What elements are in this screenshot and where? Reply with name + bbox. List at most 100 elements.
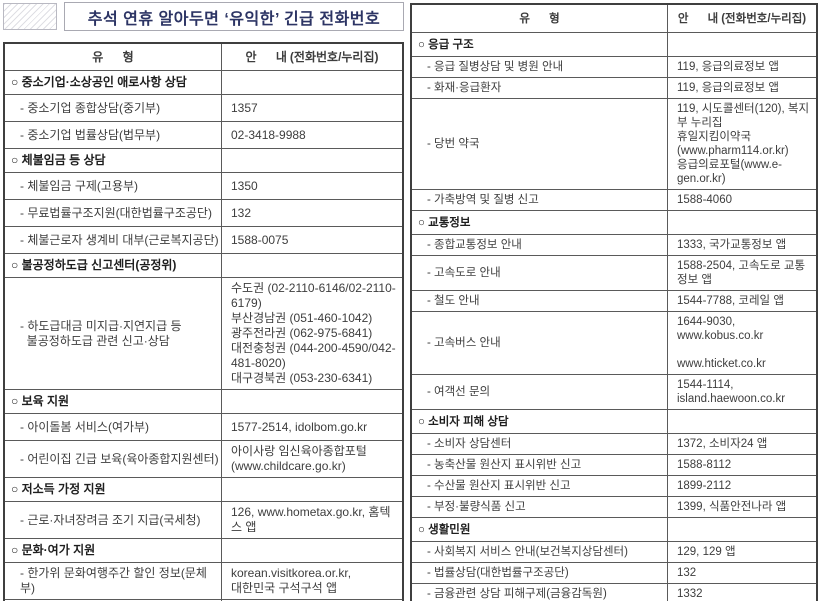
info-value: 02-3418-9988 <box>221 122 402 148</box>
item-label: - 중소기업 종합상담(중기부) <box>20 100 161 115</box>
type-header-label: 유 형 <box>519 12 560 25</box>
section-label: ○ 문화·여가 지원 <box>11 543 96 557</box>
info-value <box>221 71 402 94</box>
item-label: - 수산물 원산지 표시위반 신고 <box>427 480 571 492</box>
item-label: - 하도급대금 미지급·지연지급 등 불공정하도급 관련 신고·상담 <box>20 318 182 348</box>
table-row: ○ 보육 지원 <box>5 389 402 413</box>
item-label: - 사회복지 서비스 안내(보건복지상담센터) <box>427 546 628 558</box>
table-row: - 중소기업 종합상담(중기부) 1357 <box>5 94 402 121</box>
table-row: - 근로·자녀장려금 조기 지급(국세청) 126, www.hometax.go… <box>5 501 402 538</box>
table-row: - 사회복지 서비스 안내(보건복지상담센터) 129, 129 앱 <box>412 541 816 562</box>
item-label: - 체불임금 구제(고용부) <box>20 178 139 193</box>
right-table-header: 유 형 안 내 (전화번호/누리집) <box>412 5 816 32</box>
table-row: ○ 생활민원 <box>412 517 816 541</box>
section-label: ○ 교통정보 <box>418 216 471 229</box>
type-header-label: 유 형 <box>92 49 134 64</box>
info-header-label: 안 내 <box>677 12 719 25</box>
info-value: 수도권 (02-2110-6146/02-2110-6179) 부산경남권 (0… <box>221 278 402 389</box>
table-row: - 응급 질병상담 및 병원 안내 119, 응급의료정보 앱 <box>412 56 816 77</box>
table-row: ○ 체불임금 등 상담 <box>5 148 402 172</box>
item-label: - 농축산물 원산지 표시위반 신고 <box>427 459 582 471</box>
info-column-header: 안 내 (전화번호/누리집) <box>221 44 402 70</box>
info-header-label: 안 내 <box>245 49 287 64</box>
item-label: - 당번 약국 <box>427 138 480 150</box>
info-value: 132 <box>667 563 816 583</box>
item-label: - 무료법률구조지원(대한법률구조공단) <box>20 205 212 220</box>
item-label: - 금융관련 상담 피해구제(금융감독원) <box>427 588 607 600</box>
table-row: - 중소기업 법률상담(법무부) 02-3418-9988 <box>5 121 402 148</box>
info-value: 1644-9030, www.kobus.co.kr www.hticket.c… <box>667 312 816 374</box>
type-column-header: 유 형 <box>5 48 221 67</box>
info-value: korean.visitkorea.or.kr, 대한민국 구석구석 앱 <box>221 563 402 599</box>
info-value <box>667 518 816 541</box>
info-value: 119, 응급의료정보 앱 <box>667 57 816 77</box>
table-row: ○ 소비자 피해 상담 <box>412 409 816 433</box>
section-label: ○ 중소기업·소상공인 애로사항 상담 <box>11 75 187 89</box>
info-value <box>221 254 402 277</box>
item-label: - 부정·불량식품 신고 <box>427 501 526 513</box>
info-value: 1372, 소비자24 앱 <box>667 434 816 454</box>
item-label: - 법률상담(대한법률구조공단) <box>427 567 569 579</box>
info-value: 119, 시도콜센터(120), 복지부 누리집 휴일지킴이약국(www.pha… <box>667 99 816 189</box>
item-label: - 중소기업 법률상담(법무부) <box>20 127 161 142</box>
item-label: - 소비자 상담센터 <box>427 438 512 450</box>
info-header-sub-label: (전화번호/누리집) <box>289 49 379 64</box>
section-label: ○ 불공정하도급 신고센터(공정위) <box>11 258 177 272</box>
item-label: - 한가위 문화여행주간 할인 정보(문체부) <box>20 566 207 595</box>
section-label: ○ 체불임금 등 상담 <box>11 153 106 167</box>
info-value: 1357 <box>221 95 402 121</box>
info-value <box>221 149 402 172</box>
item-label: - 아이돌봄 서비스(여가부) <box>20 419 150 434</box>
item-label: - 고속버스 안내 <box>427 337 501 349</box>
info-value: 1544-1114, island.haewoon.co.kr <box>667 375 816 409</box>
info-value: 1588-8112 <box>667 455 816 475</box>
table-row: - 철도 안내 1544-7788, 코레일 앱 <box>412 290 816 311</box>
right-table: 유 형 안 내 (전화번호/누리집) ○ 응급 구조 - 응급 질병상담 및 병원… <box>410 3 818 601</box>
table-row: - 하도급대금 미지급·지연지급 등 불공정하도급 관련 신고·상담 수도권 (0… <box>5 277 402 389</box>
item-label: - 화재·응급환자 <box>427 82 502 94</box>
table-row: - 종합교통정보 안내 1333, 국가교통정보 앱 <box>412 234 816 255</box>
info-value: 119, 응급의료정보 앱 <box>667 78 816 98</box>
info-header-sub-label: (전화번호/누리집) <box>721 12 807 25</box>
table-row: - 고속버스 안내 1644-9030, www.kobus.co.kr www.… <box>412 311 816 374</box>
table-row: - 소비자 상담센터 1372, 소비자24 앱 <box>412 433 816 454</box>
info-value <box>667 410 816 433</box>
info-value: 1350 <box>221 173 402 199</box>
table-row: - 고속도로 안내 1588-2504, 고속도로 교통정보 앱 <box>412 255 816 290</box>
section-label: ○ 생활민원 <box>418 523 471 536</box>
type-column-header: 유 형 <box>412 10 667 28</box>
info-column-header: 안 내 (전화번호/누리집) <box>667 5 816 32</box>
table-row: - 부정·불량식품 신고 1399, 식품안전나라 앱 <box>412 496 816 517</box>
info-value: 1588-4060 <box>667 190 816 210</box>
item-label: - 철도 안내 <box>427 295 480 307</box>
table-row: - 체불근로자 생계비 대부(근로복지공단) 1588-0075 <box>5 226 402 253</box>
left-table: 유 형 안 내 (전화번호/누리집) ○ 중소기업·소상공인 애로사항 상담 - … <box>3 42 404 601</box>
item-label: - 체불근로자 생계비 대부(근로복지공단) <box>20 232 219 247</box>
info-value <box>667 33 816 56</box>
table-row: ○ 문화·여가 지원 <box>5 538 402 562</box>
info-value: 1588-0075 <box>221 227 402 253</box>
page-title: 추석 연휴 알아두면 ‘유익한’ 긴급 전화번호 <box>87 10 381 28</box>
table-row: - 금융관련 상담 피해구제(금융감독원) 1332 <box>412 583 816 601</box>
info-value: 126, www.hometax.go.kr, 홈텍스 앱 <box>221 502 402 538</box>
info-value: 132 <box>221 200 402 226</box>
item-label: - 근로·자녀장려금 조기 지급(국세청) <box>20 512 201 527</box>
info-value <box>221 390 402 413</box>
section-label: ○ 저소득 가정 지원 <box>11 482 106 496</box>
table-row: - 아이돌봄 서비스(여가부) 1577-2514, idolbom.go.kr <box>5 413 402 440</box>
table-row: ○ 교통정보 <box>412 210 816 234</box>
table-row: - 가축방역 및 질병 신고 1588-4060 <box>412 189 816 210</box>
table-row: ○ 중소기업·소상공인 애로사항 상담 <box>5 70 402 94</box>
table-row: - 당번 약국 119, 시도콜센터(120), 복지부 누리집 휴일지킴이약국(… <box>412 98 816 189</box>
item-label: - 여객선 문의 <box>427 386 491 398</box>
table-row: ○ 불공정하도급 신고센터(공정위) <box>5 253 402 277</box>
left-table-header: 유 형 안 내 (전화번호/누리집) <box>5 44 402 70</box>
info-value: 1333, 국가교통정보 앱 <box>667 235 816 255</box>
page-title-box: 추석 연휴 알아두면 ‘유익한’ 긴급 전화번호 <box>64 2 404 31</box>
section-label: ○ 보육 지원 <box>11 394 70 408</box>
info-value <box>221 539 402 562</box>
info-value <box>667 211 816 234</box>
table-row: - 화재·응급환자 119, 응급의료정보 앱 <box>412 77 816 98</box>
table-row: - 체불임금 구제(고용부) 1350 <box>5 172 402 199</box>
